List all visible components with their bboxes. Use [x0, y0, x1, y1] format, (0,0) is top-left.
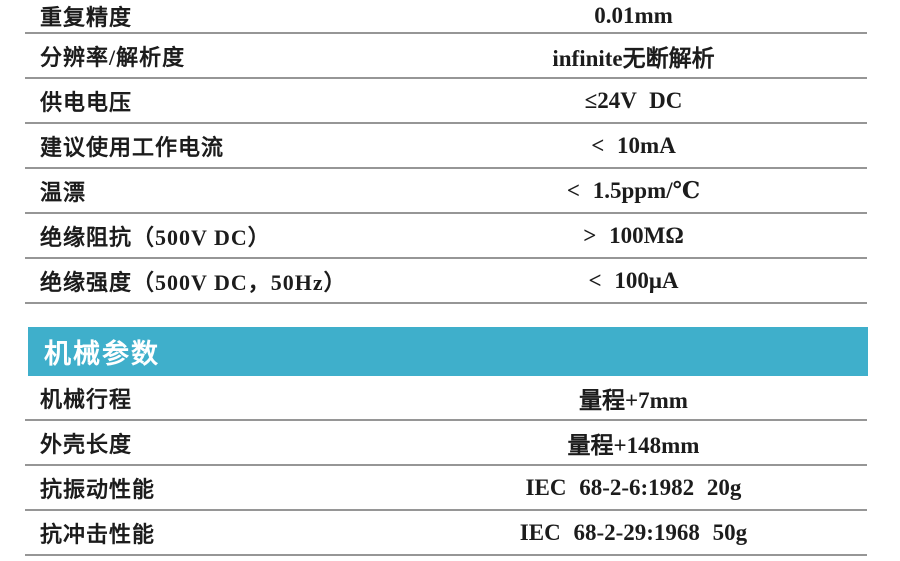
- spec-value: ≤24V DC: [584, 87, 683, 113]
- spec-value: 量程+7mm: [579, 387, 688, 413]
- spec-label: 供电电压: [40, 89, 133, 115]
- spec-label: 绝缘阻抗（500V DC）: [40, 224, 271, 250]
- section-header-mechanical: 机械参数: [28, 327, 868, 376]
- section-title: 机械参数: [44, 339, 160, 369]
- spec-row: 机械行程 量程+7mm: [25, 376, 867, 421]
- spec-row: 绝缘强度（500V DC，50Hz） < 100μA: [25, 259, 867, 304]
- spec-value: 0.01mm: [594, 3, 673, 28]
- spec-label: 温漂: [40, 179, 87, 205]
- spec-label: 重复精度: [40, 5, 133, 30]
- spec-row: 重复精度 0.01mm: [25, 0, 867, 34]
- spec-row: 供电电压 ≤24V DC: [25, 79, 867, 124]
- spec-label: 抗振动性能: [40, 476, 156, 502]
- spec-value: < 10mA: [591, 132, 676, 158]
- spec-label: 外壳长度: [40, 431, 133, 457]
- spec-label: 绝缘强度（500V DC，50Hz）: [40, 269, 347, 295]
- spec-row: 抗冲击性能 IEC 68-2-29:1968 50g: [25, 511, 867, 556]
- spec-value: < 1.5ppm/℃: [566, 178, 701, 203]
- spec-value: infinite无断解析: [552, 45, 715, 71]
- spec-value: IEC 68-2-29:1968 50g: [519, 519, 748, 545]
- spec-row: 绝缘阻抗（500V DC） > 100MΩ: [25, 214, 867, 259]
- spec-row: 建议使用工作电流 < 10mA: [25, 124, 867, 169]
- spec-value: 量程+148mm: [567, 432, 700, 458]
- spec-row: 外壳长度 量程+148mm: [25, 421, 867, 466]
- spec-value: IEC 68-2-6:1982 20g: [525, 474, 742, 500]
- spec-row: 抗振动性能 IEC 68-2-6:1982 20g: [25, 466, 867, 511]
- spec-table-mechanical: 机械行程 量程+7mm 外壳长度 量程+148mm 抗振动性能 IEC 68-2…: [25, 376, 867, 556]
- spec-label: 建议使用工作电流: [40, 134, 225, 160]
- spec-value: > 100MΩ: [583, 222, 684, 248]
- spec-label: 机械行程: [40, 386, 133, 412]
- spec-label: 抗冲击性能: [40, 521, 156, 547]
- spec-row: 分辨率/解析度 infinite无断解析: [25, 34, 867, 79]
- spec-row: 温漂 < 1.5ppm/℃: [25, 169, 867, 214]
- spec-value: < 100μA: [588, 267, 679, 293]
- spec-label: 分辨率/解析度: [40, 44, 186, 70]
- spec-table-top: 重复精度 0.01mm 分辨率/解析度 infinite无断解析 供电电压 ≤2…: [25, 0, 867, 304]
